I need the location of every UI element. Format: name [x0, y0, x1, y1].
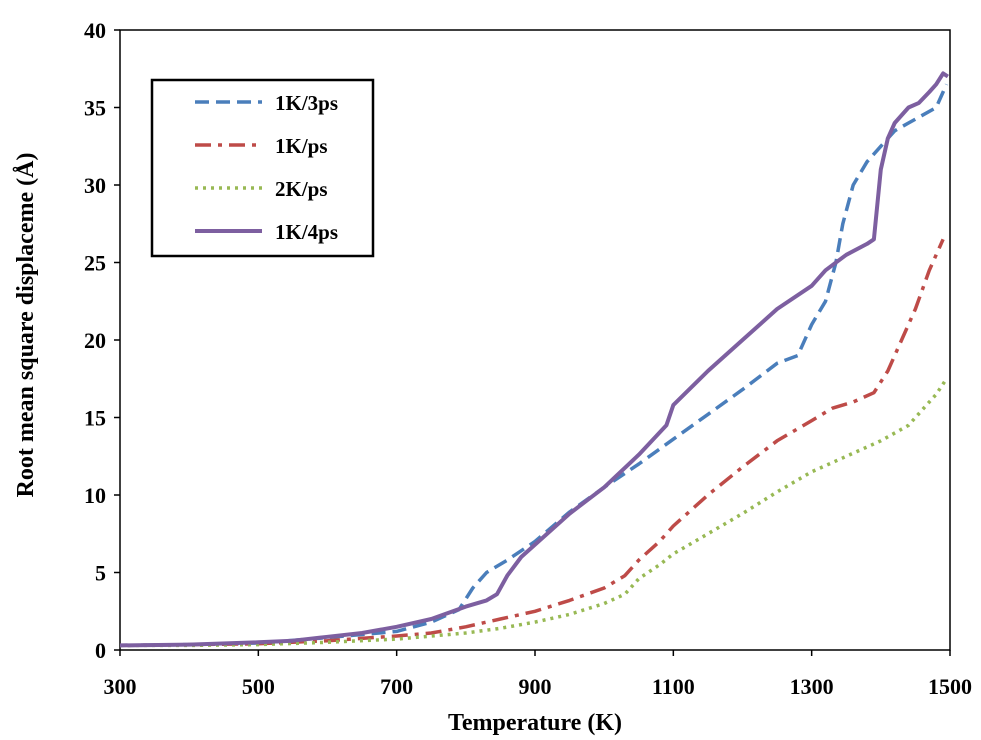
x-axis-ticks: 300 500 700 900 1100 1300 1500 [104, 650, 972, 699]
x-axis-label: Temperature (K) [448, 710, 622, 736]
legend-label-3: 2K/ps [275, 177, 328, 201]
x-tick-label: 700 [380, 674, 413, 699]
legend: 1K/3ps 1K/ps 2K/ps 1K/4ps [150, 78, 375, 258]
y-tick-label: 20 [84, 328, 106, 353]
series-layer [119, 71, 949, 648]
y-axis-label: Root mean square displaceme (Å) [13, 153, 39, 498]
series-line-3 [120, 377, 948, 648]
x-tick-label: 300 [104, 674, 137, 699]
series-line-2 [119, 238, 945, 648]
series-line-1 [119, 83, 949, 648]
legend-box [150, 78, 375, 258]
legend-label-4: 1K/4ps [275, 220, 338, 244]
y-tick-label: 40 [84, 18, 106, 43]
x-tick-label: 500 [242, 674, 275, 699]
x-tick-label: 1100 [652, 674, 695, 699]
y-axis-ticks: 0 5 10 15 20 25 30 35 40 [84, 18, 120, 663]
x-tick-label: 1500 [928, 674, 972, 699]
legend-label-1: 1K/3ps [275, 91, 338, 115]
y-tick-label: 35 [84, 96, 106, 121]
y-tick-label: 15 [84, 406, 106, 431]
y-tick-label: 25 [84, 251, 106, 276]
series-line-4 [119, 71, 949, 648]
y-tick-label: 30 [84, 173, 106, 198]
y-tick-label: 10 [84, 483, 106, 508]
x-tick-label: 1300 [790, 674, 834, 699]
y-tick-label: 5 [95, 561, 106, 586]
x-tick-label: 900 [519, 674, 552, 699]
legend-label-2: 1K/ps [275, 134, 328, 158]
y-tick-label: 0 [95, 638, 106, 663]
